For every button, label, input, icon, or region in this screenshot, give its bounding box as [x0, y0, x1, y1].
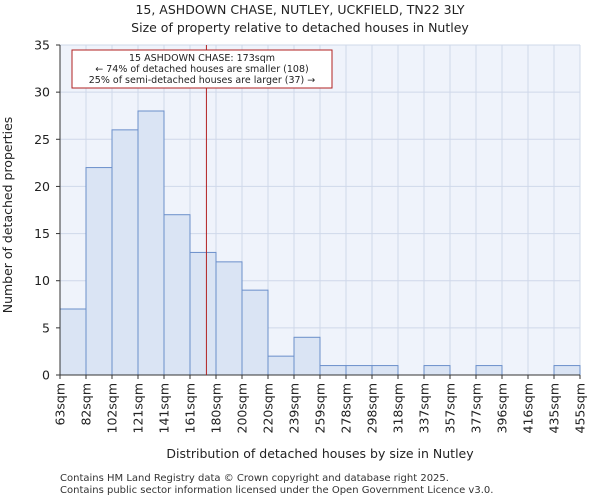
y-tick-label-30: 30: [34, 85, 50, 100]
x-tick-label-318sqm: 318sqm: [391, 383, 406, 433]
bar-377sqm: [475, 365, 503, 376]
x-tick-label-239sqm: 239sqm: [287, 383, 302, 433]
bar-200sqm: [241, 289, 269, 376]
y-tick-label-5: 5: [42, 320, 50, 335]
y-tick-label-20: 20: [34, 179, 50, 194]
bars: [59, 110, 581, 376]
bar-337sqm: [423, 365, 451, 376]
x-tick-label-200sqm: 200sqm: [235, 383, 250, 433]
bar-278sqm: [345, 365, 373, 376]
x-tick-label-82sqm: 82sqm: [79, 383, 94, 426]
x-ticks: 63sqm 82sqm 102sqm 121sqm 141sqm 161sqm 180sqm…: [53, 375, 588, 433]
x-tick-label-377sqm: 377sqm: [469, 383, 484, 433]
x-tick-label-435sqm: 435sqm: [547, 383, 562, 433]
x-tick-label-357sqm: 357sqm: [443, 383, 458, 433]
y-ticks: 0 5 10 15 20 25 30 35: [34, 38, 60, 383]
bar-141sqm: [163, 214, 191, 376]
bar-435sqm: [553, 365, 581, 376]
y-tick-label-35: 35: [34, 38, 50, 53]
bar-259sqm: [319, 365, 347, 376]
x-tick-label-161sqm: 161sqm: [183, 383, 198, 433]
chart-title: 15, ASHDOWN CHASE, NUTLEY, UCKFIELD, TN2…: [135, 2, 464, 17]
x-tick-label-278sqm: 278sqm: [339, 383, 354, 433]
bar-220sqm: [267, 355, 295, 376]
x-tick-label-259sqm: 259sqm: [313, 383, 328, 433]
y-tick-label-10: 10: [34, 273, 50, 288]
bar-161sqm: [189, 251, 217, 376]
y-tick-label-0: 0: [42, 368, 50, 383]
annotation-box: 15 ASHDOWN CHASE: 173sqm ← 74% of detach…: [71, 49, 333, 89]
y-tick-label-25: 25: [34, 132, 50, 147]
x-tick-label-220sqm: 220sqm: [261, 383, 276, 433]
bar-180sqm: [215, 261, 243, 376]
x-tick-label-180sqm: 180sqm: [209, 383, 224, 433]
bar-239sqm: [293, 336, 321, 376]
x-tick-label-141sqm: 141sqm: [157, 383, 172, 433]
chart-subtitle: Size of property relative to detached ho…: [131, 20, 469, 35]
bar-298sqm: [371, 365, 399, 376]
x-tick-label-396sqm: 396sqm: [495, 383, 510, 433]
x-tick-label-121sqm: 121sqm: [131, 383, 146, 433]
footer-line-1: Contains HM Land Registry data © Crown c…: [60, 473, 449, 484]
y-tick-label-15: 15: [34, 226, 50, 241]
footer-line-2: Contains public sector information licen…: [60, 485, 493, 496]
annotation-line-2: ← 74% of detached houses are smaller (10…: [95, 64, 308, 75]
bar-63sqm: [59, 308, 87, 376]
x-tick-label-416sqm: 416sqm: [521, 383, 536, 433]
annotation-box-border: [71, 49, 333, 89]
x-tick-label-102sqm: 102sqm: [105, 383, 120, 433]
bar-102sqm: [111, 129, 139, 376]
x-axis-label: Distribution of detached houses by size …: [166, 446, 474, 461]
y-axis-label: Number of detached properties: [0, 117, 15, 314]
annotation-line-1: 15 ASHDOWN CHASE: 173sqm: [129, 53, 275, 64]
bar-121sqm: [137, 110, 165, 376]
x-tick-label-63sqm: 63sqm: [53, 383, 68, 426]
x-tick-label-455sqm: 455sqm: [573, 383, 588, 433]
bar-82sqm: [85, 167, 113, 376]
x-tick-label-337sqm: 337sqm: [417, 383, 432, 433]
x-tick-label-298sqm: 298sqm: [365, 383, 380, 433]
annotation-line-3: 25% of semi-detached houses are larger (…: [89, 75, 316, 86]
